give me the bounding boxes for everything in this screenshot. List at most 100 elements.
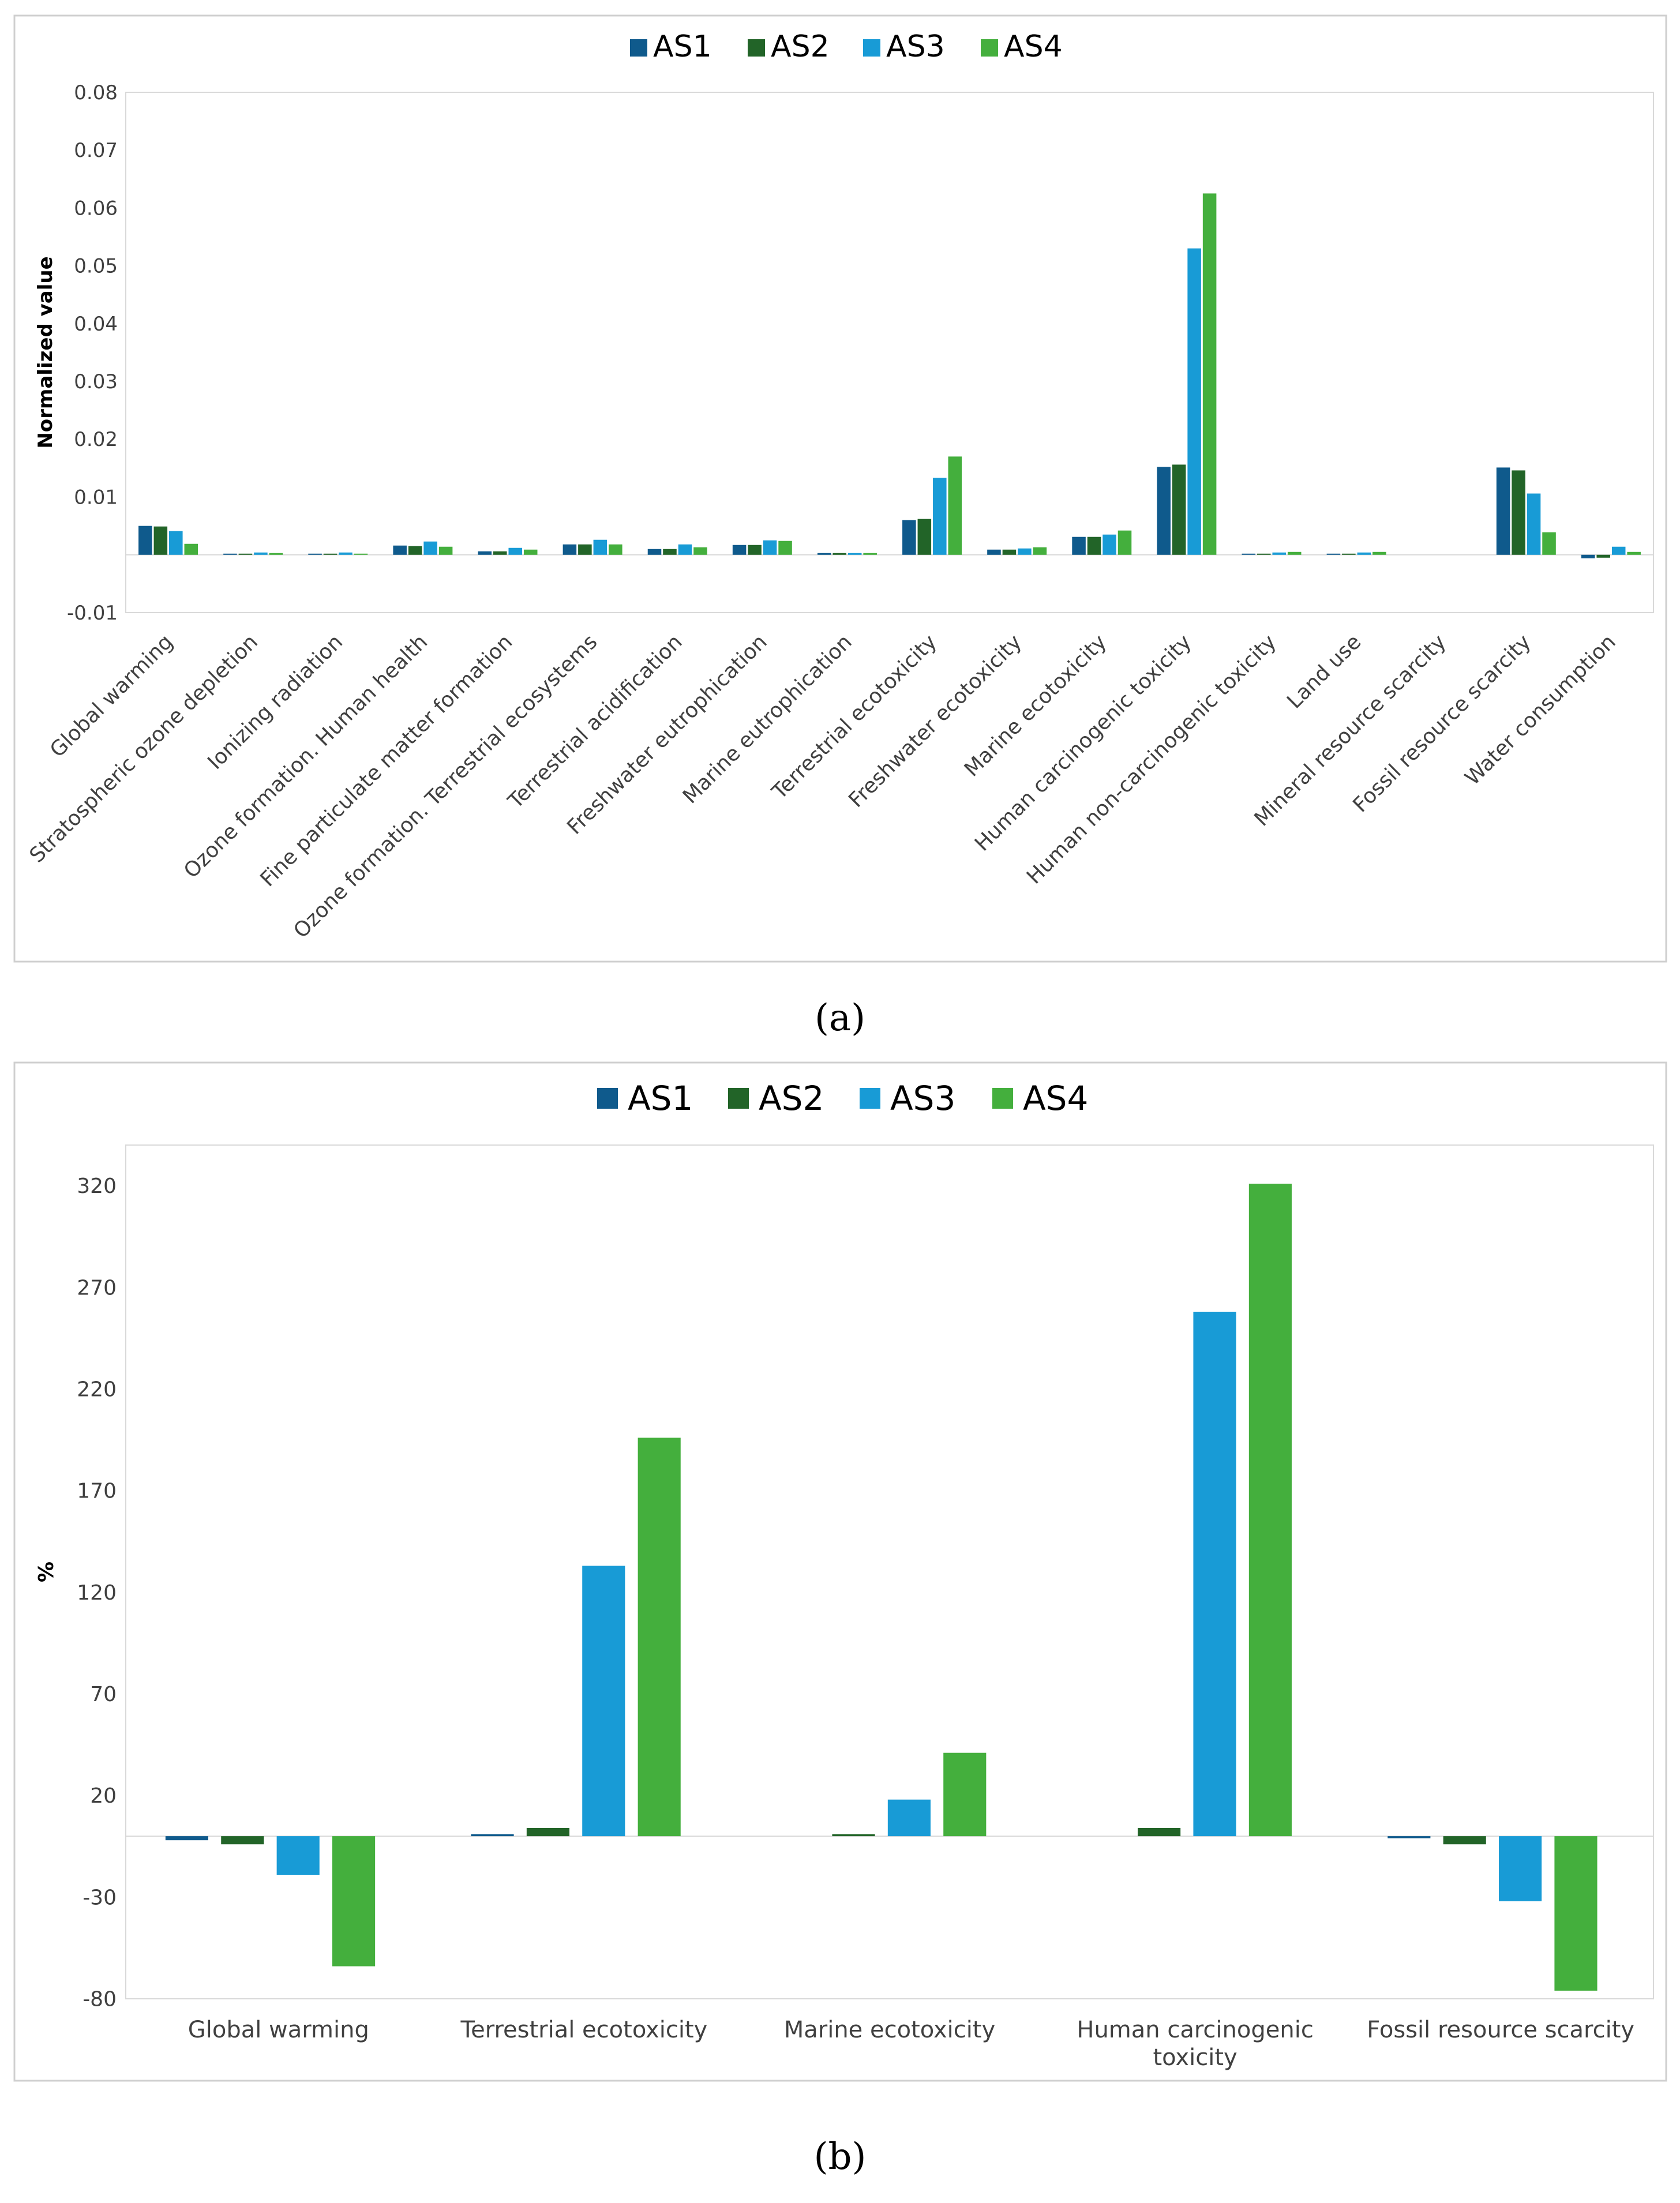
chart-b-bars [126, 1183, 1653, 1991]
legend-label-as3: AS3 [890, 1079, 955, 1118]
legend-label-as3: AS3 [886, 29, 945, 64]
bar-as3-fossil-resource-scarcity [1499, 1836, 1542, 1901]
bar-as3-marine-eutrophication [847, 553, 862, 555]
x-tick-label: Fossil resource scarcity [1367, 2017, 1634, 2043]
bar-as2-terrestrial-ecotoxicity [526, 1828, 569, 1837]
bar-as2-fossil-resource-scarcity [1443, 1836, 1486, 1845]
bar-as2-freshwater-eutrophication [748, 545, 762, 555]
y-tick-label: 0.01 [74, 486, 118, 509]
bar-as1-global-warming [138, 526, 152, 555]
chart-a-plot-area [125, 92, 1654, 613]
bar-as3-freshwater-eutrophication [763, 540, 777, 555]
y-tick-label: -80 [82, 1988, 117, 2011]
bar-as3-terrestrial-ecotoxicity [933, 478, 947, 555]
bar-as3-ozone-formation-human-health [423, 541, 437, 555]
chart-b: AS1 AS2 AS3 AS4 % -80 -30 20 70 120 170 220 270… [13, 1061, 1667, 2082]
bar-as1-water-consumption [1581, 554, 1595, 558]
bar-as4-human-carcinogenic-toxicity [1202, 193, 1217, 555]
legend-label-as4: AS4 [1004, 29, 1063, 64]
bar-as2-ozone-formation-terrestrial-ecosystems [578, 544, 592, 555]
y-tick-label: 220 [77, 1378, 117, 1401]
legend-swatch-as2 [728, 1088, 749, 1109]
bar-as2-land-use [1342, 553, 1356, 555]
chart-a-y-axis-title: Normalized value [34, 256, 57, 448]
bar-as4-global-warming [184, 543, 198, 555]
legend-label-as1: AS1 [628, 1079, 693, 1118]
bar-as1-ionizing-radiation [308, 553, 322, 555]
bar-as4-land-use [1372, 551, 1386, 555]
chart-b-plot-area [125, 1144, 1654, 1999]
bar-as4-ionizing-radiation [354, 553, 368, 555]
x-tick-label: Marine ecotoxicity [784, 2017, 996, 2043]
x-tick-label: Human carcinogenic toxicity [1077, 2017, 1313, 2071]
y-tick-label: 0.07 [74, 139, 118, 162]
legend-label-as2: AS2 [759, 1079, 824, 1118]
bar-as4-human-non-carcinogenic-toxicity [1287, 551, 1302, 555]
bar-as4-terrestrial-acidification [693, 547, 707, 555]
y-tick-label: 70 [90, 1683, 117, 1706]
bar-as3-global-warming [276, 1836, 320, 1875]
bar-as1-terrestrial-ecotoxicity [471, 1834, 514, 1837]
bar-as4-ozone-formation-human-health [438, 546, 453, 555]
bar-as3-ozone-formation-terrestrial-ecosystems [593, 539, 608, 555]
bar-as1-marine-ecotoxicity [1072, 536, 1086, 555]
legend-swatch-as3 [860, 1088, 880, 1109]
bar-as4-global-warming [332, 1836, 376, 1966]
bar-as2-marine-ecotoxicity [1087, 536, 1101, 555]
bar-as4-marine-ecotoxicity [943, 1752, 987, 1837]
bar-as1-ozone-formation-human-health [393, 545, 407, 555]
bar-as4-freshwater-eutrophication [778, 541, 792, 555]
y-tick-label: 320 [77, 1174, 117, 1198]
bar-as1-fossil-resource-scarcity [1496, 467, 1510, 555]
bar-as2-ozone-formation-human-health [408, 546, 422, 555]
bar-as1-fossil-resource-scarcity [1387, 1836, 1431, 1838]
chart-a-y-ticks: -0.01 0.01 0.02 0.03 0.04 0.05 0.06 0.07 0.08 [67, 81, 118, 625]
bar-as4-terrestrial-ecotoxicity [638, 1438, 681, 1837]
bar-as2-human-non-carcinogenic-toxicity [1257, 553, 1271, 555]
bar-as3-fossil-resource-scarcity [1527, 493, 1541, 555]
bar-as3-human-carcinogenic-toxicity [1193, 1311, 1236, 1837]
bar-as3-stratospheric-ozone-depletion [254, 552, 268, 555]
bar-as2-freshwater-ecotoxicity [1002, 549, 1017, 555]
bar-as1-ozone-formation-terrestrial-ecosystems [562, 544, 577, 555]
chart-a-bars [126, 193, 1653, 558]
y-tick-label: -30 [82, 1886, 117, 1909]
legend-label-as2: AS2 [771, 29, 830, 64]
bar-as1-fine-particulate-matter-formation [478, 551, 492, 555]
bar-as1-freshwater-eutrophication [732, 545, 747, 555]
bar-as1-stratospheric-ozone-depletion [223, 553, 237, 555]
bar-as2-marine-eutrophication [832, 553, 846, 555]
legend-swatch-as4 [992, 1088, 1013, 1109]
legend-swatch-as1 [597, 1088, 618, 1109]
chart-b-x-labels: Global warming Terrestrial ecotoxicity Mar… [188, 2017, 1634, 2071]
bar-as4-marine-ecotoxicity [1118, 530, 1132, 555]
bar-as1-land-use [1326, 553, 1341, 555]
bar-as2-global-warming [221, 1836, 264, 1845]
bar-as4-freshwater-ecotoxicity [1033, 547, 1047, 555]
bar-as3-marine-ecotoxicity [1102, 534, 1116, 555]
bar-as2-human-carcinogenic-toxicity [1138, 1828, 1181, 1837]
bar-as4-marine-eutrophication [863, 553, 877, 555]
x-tick-label: Terrestrial ecotoxicity [460, 2017, 707, 2043]
y-tick-label: 0.04 [74, 313, 118, 336]
bar-as4-stratospheric-ozone-depletion [269, 553, 283, 555]
bar-as2-ionizing-radiation [323, 553, 337, 555]
y-tick-label: 170 [77, 1480, 117, 1503]
bar-as4-fossil-resource-scarcity [1554, 1836, 1597, 1991]
y-tick-label: 0.05 [74, 255, 118, 278]
bar-as3-freshwater-ecotoxicity [1018, 548, 1032, 555]
bar-as2-water-consumption [1596, 554, 1610, 558]
legend-swatch-as2 [748, 39, 765, 57]
bar-as3-water-consumption [1611, 546, 1626, 555]
bar-as1-marine-eutrophication [817, 553, 831, 555]
bar-as1-freshwater-ecotoxicity [987, 549, 1001, 555]
chart-a-legend: AS1 AS2 AS3 AS4 [630, 29, 1063, 64]
chart-b-caption: (b) [814, 2136, 867, 2178]
legend-label-as1: AS1 [653, 29, 712, 64]
y-tick-label: 20 [90, 1784, 117, 1808]
y-tick-label: -0.01 [67, 602, 118, 625]
bar-as2-terrestrial-acidification [663, 549, 677, 555]
bar-as2-stratospheric-ozone-depletion [238, 553, 253, 555]
chart-b-y-axis-title: % [35, 1562, 58, 1582]
